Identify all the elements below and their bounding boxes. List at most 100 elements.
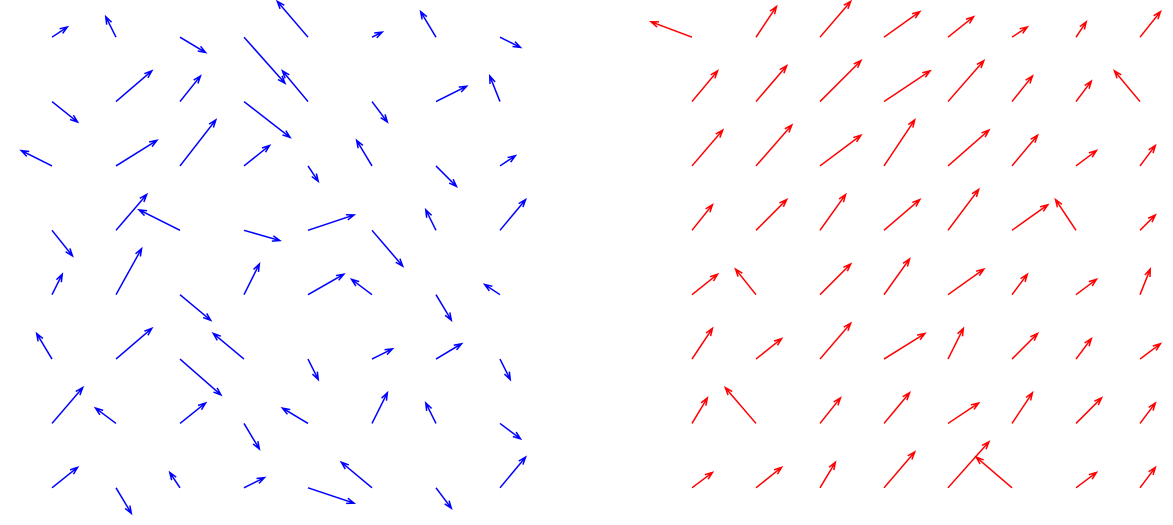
arrow	[755, 465, 784, 489]
arrow	[435, 487, 453, 511]
arrow	[883, 69, 932, 103]
arrow	[1075, 149, 1099, 167]
arrow	[648, 21, 693, 38]
arrow	[435, 294, 453, 323]
arrow	[424, 401, 437, 424]
arrow	[819, 133, 863, 167]
arrow	[883, 450, 917, 489]
arrow	[499, 455, 528, 489]
arrow	[1139, 342, 1163, 360]
arrow	[275, 0, 309, 38]
arrow	[482, 283, 501, 296]
arrow	[243, 144, 272, 167]
arrow	[371, 31, 385, 39]
arrow	[1075, 336, 1093, 360]
arrow	[691, 326, 714, 360]
arrow	[179, 358, 223, 397]
arrow	[1075, 396, 1104, 424]
arrow	[179, 118, 218, 167]
arrow	[723, 385, 757, 424]
arrow	[243, 100, 292, 139]
arrow	[115, 69, 154, 103]
arrow	[947, 267, 986, 296]
arrow	[179, 401, 208, 425]
arrow	[424, 207, 437, 231]
arrow	[355, 138, 373, 167]
arrow	[691, 203, 714, 231]
arrow	[1011, 272, 1029, 296]
arrow	[755, 4, 778, 38]
arrow	[211, 332, 245, 360]
arrow	[307, 487, 357, 505]
arrow	[947, 187, 981, 231]
arrow	[947, 326, 965, 360]
arrow	[51, 100, 80, 124]
arrow	[819, 396, 842, 424]
arrow	[435, 342, 464, 360]
arrow	[307, 358, 320, 382]
arrow	[1011, 74, 1034, 103]
arrow	[734, 267, 757, 296]
arrow	[168, 470, 181, 489]
arrow	[1075, 20, 1088, 38]
arrow	[371, 390, 389, 424]
arrow	[755, 123, 794, 167]
arrow	[691, 128, 725, 167]
arrow	[499, 197, 528, 231]
arrow	[115, 139, 159, 167]
arrow	[883, 118, 916, 167]
arrow	[1113, 69, 1141, 103]
arrow	[883, 391, 912, 424]
arrow	[947, 128, 991, 167]
arrow	[1139, 401, 1157, 424]
arrow	[1075, 471, 1099, 489]
arrow	[104, 14, 117, 38]
arrow	[1075, 278, 1099, 296]
arrow	[819, 0, 853, 38]
arrow	[819, 262, 853, 296]
arrow	[1139, 465, 1157, 489]
arrow	[35, 331, 53, 360]
arrow	[883, 10, 922, 38]
arrow	[115, 326, 154, 360]
arrow	[1075, 79, 1093, 103]
arrow	[947, 401, 981, 425]
arrow	[307, 213, 357, 232]
arrow	[51, 25, 70, 38]
arrow	[691, 69, 720, 103]
arrow	[1139, 9, 1162, 38]
arrow	[243, 262, 261, 296]
arrow	[499, 36, 523, 49]
arrow	[883, 257, 911, 296]
arrow	[307, 273, 346, 296]
arrow	[1139, 267, 1152, 295]
arrow	[1011, 203, 1050, 231]
arrow	[883, 332, 927, 360]
arrow	[947, 58, 986, 103]
arrow	[974, 455, 1013, 489]
arrow	[243, 423, 261, 451]
arrow	[691, 471, 715, 489]
arrow	[371, 229, 405, 268]
arrow	[349, 278, 373, 296]
arrow	[947, 15, 976, 38]
arrow	[115, 246, 143, 296]
arrow	[435, 85, 469, 103]
arrow	[1139, 143, 1157, 167]
arrow	[179, 36, 208, 54]
arrow	[1011, 390, 1034, 424]
arrow	[819, 460, 837, 489]
arrow	[51, 465, 80, 489]
arrow	[691, 272, 720, 296]
arrow	[243, 229, 282, 242]
arrow	[280, 69, 309, 103]
arrow	[947, 440, 991, 489]
arrow	[819, 192, 847, 231]
arrow	[883, 198, 922, 231]
arrow	[419, 9, 437, 38]
arrow	[1054, 197, 1077, 231]
arrow	[435, 165, 459, 188]
